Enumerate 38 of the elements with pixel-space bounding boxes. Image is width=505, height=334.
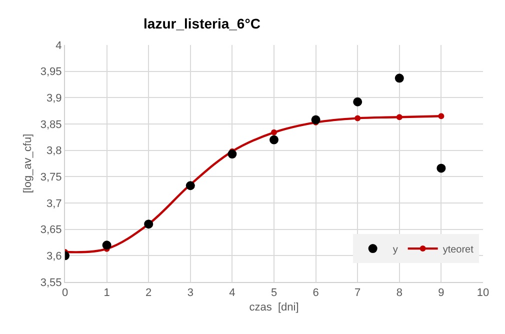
y-tick-label: 3,6 bbox=[46, 250, 62, 263]
x-tick-label: 1 bbox=[104, 287, 110, 300]
legend-label: y bbox=[392, 244, 398, 256]
point bbox=[311, 115, 320, 124]
y-tick-label: 3,55 bbox=[40, 276, 62, 289]
x-tick-label: 3 bbox=[187, 287, 194, 300]
x-tick-label: 10 bbox=[476, 287, 490, 300]
y-axis-title: [log_av_cfu] bbox=[22, 134, 34, 194]
x-tick-label: 7 bbox=[354, 287, 361, 300]
y-tick-label: 3,7 bbox=[46, 198, 62, 210]
y-tick-label: 3,9 bbox=[46, 92, 62, 105]
y-tick-label: 4 bbox=[56, 40, 62, 52]
x-tick-label: 2 bbox=[146, 287, 152, 300]
point bbox=[228, 150, 237, 159]
x-tick-label: 4 bbox=[229, 287, 236, 300]
x-axis-title: czas [dni] bbox=[249, 301, 299, 314]
y-tick-label: 3,65 bbox=[40, 224, 62, 236]
y-tick-label: 3,8 bbox=[46, 145, 62, 158]
chart-title: lazur_listeria_6°C bbox=[144, 15, 260, 32]
point bbox=[186, 181, 195, 190]
x-tick-label: 8 bbox=[396, 287, 402, 300]
point bbox=[353, 97, 362, 106]
x-tick-label: 6 bbox=[312, 287, 319, 300]
x-tick-label: 5 bbox=[270, 287, 278, 300]
point bbox=[436, 164, 446, 173]
x-tick-label: 9 bbox=[438, 287, 444, 300]
point bbox=[270, 135, 278, 144]
point bbox=[354, 115, 361, 122]
point bbox=[438, 113, 444, 120]
y-tick-label: 3,95 bbox=[40, 66, 62, 78]
point bbox=[102, 240, 112, 250]
point bbox=[394, 74, 404, 83]
legend-label: yteoret bbox=[442, 244, 474, 256]
y-tick-label: 3,75 bbox=[40, 172, 62, 184]
x-tick-label: 0 bbox=[62, 287, 68, 300]
y-tick-label: 3,85 bbox=[40, 118, 62, 131]
point bbox=[396, 114, 402, 120]
point bbox=[271, 129, 277, 136]
